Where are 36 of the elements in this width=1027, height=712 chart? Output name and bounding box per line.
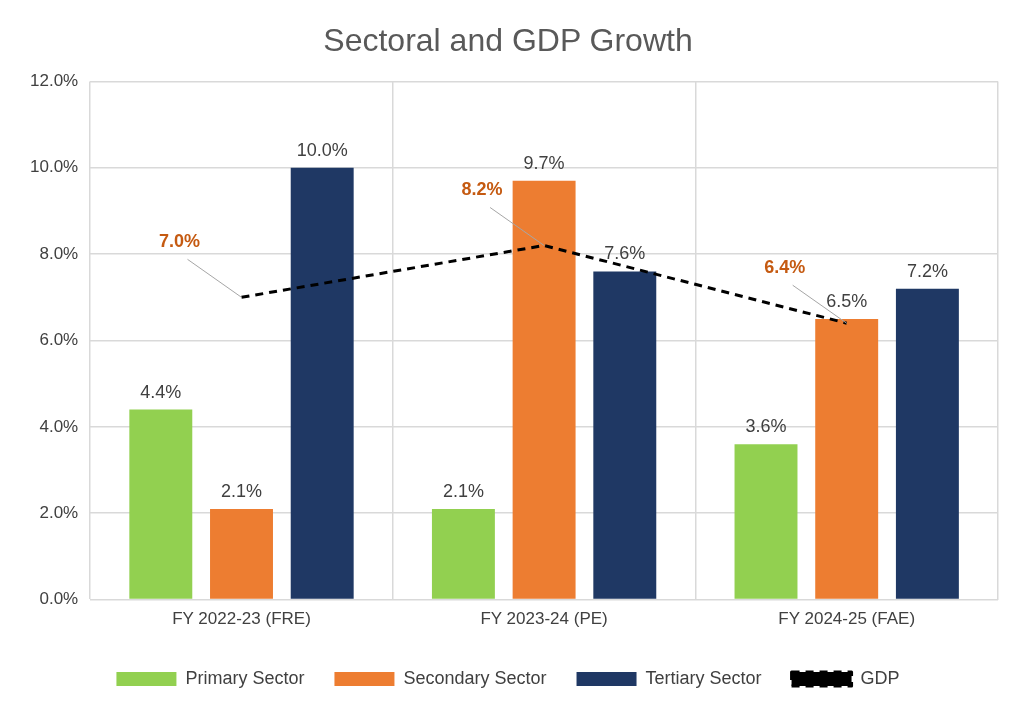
y-tick-label: 6.0% bbox=[39, 330, 79, 350]
legend-label: Primary Sector bbox=[185, 667, 305, 688]
data-label: 10.0% bbox=[296, 139, 348, 160]
bar bbox=[593, 271, 657, 599]
x-tick-label: FY 2022-23 (FRE) bbox=[172, 609, 311, 629]
data-label: 9.7% bbox=[523, 152, 565, 173]
data-label: 8.2% bbox=[461, 179, 503, 200]
data-label: 6.5% bbox=[826, 290, 868, 311]
bar bbox=[431, 508, 495, 599]
y-tick-label: 10.0% bbox=[30, 157, 79, 177]
y-tick-label: 8.0% bbox=[39, 243, 79, 263]
legend-label: GDP bbox=[860, 667, 900, 688]
data-label: 7.2% bbox=[906, 260, 948, 281]
data-label: 4.4% bbox=[140, 381, 182, 402]
data-label: 3.6% bbox=[745, 416, 787, 437]
bar bbox=[129, 409, 193, 599]
data-label: 6.4% bbox=[764, 257, 806, 278]
data-label: 7.6% bbox=[604, 243, 646, 264]
legend-label: Tertiary Sector bbox=[645, 667, 762, 688]
data-label: 7.0% bbox=[158, 231, 201, 252]
y-tick-label: 2.0% bbox=[39, 502, 79, 522]
bar bbox=[815, 318, 879, 599]
bar bbox=[290, 167, 354, 599]
bar bbox=[895, 288, 959, 599]
y-tick-label: 4.0% bbox=[39, 416, 79, 436]
bar bbox=[734, 444, 798, 599]
data-label: 2.1% bbox=[442, 480, 484, 501]
bar bbox=[210, 508, 273, 599]
x-tick-label: FY 2024-25 (FAE) bbox=[778, 609, 916, 629]
data-label: 2.1% bbox=[220, 480, 263, 501]
legend-label: Secondary Sector bbox=[403, 667, 547, 688]
y-tick-label: 0.0% bbox=[39, 589, 79, 609]
x-tick-label: FY 2023-24 (PE) bbox=[480, 609, 608, 629]
chart-title: Sectoral and GDP Growth bbox=[323, 22, 693, 59]
y-tick-label: 12.0% bbox=[30, 71, 79, 91]
bar bbox=[512, 180, 576, 599]
